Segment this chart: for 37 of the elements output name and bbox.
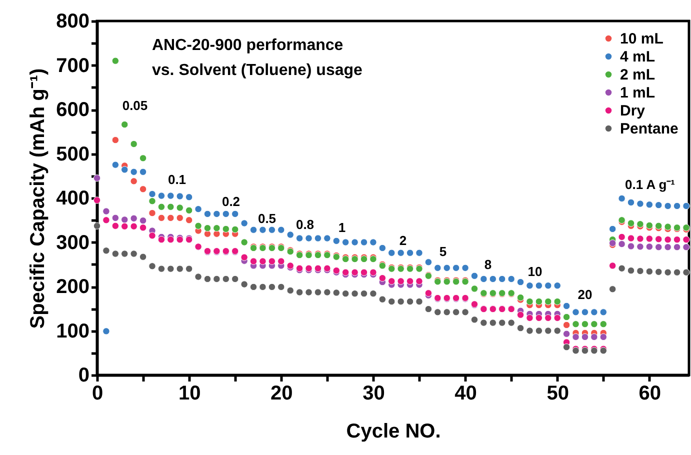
legend-label: 2 mL xyxy=(620,66,656,84)
annotation: 2 xyxy=(399,233,407,248)
annotation: 0.5 xyxy=(258,211,276,226)
annotation: 1 xyxy=(338,220,346,235)
annotation: 8 xyxy=(484,257,492,272)
annotation: 5 xyxy=(439,244,447,259)
annotation: 20 xyxy=(578,287,592,302)
x-tick-label: 30 xyxy=(362,382,385,404)
x-tick-label: 50 xyxy=(546,382,569,404)
annotation: 0.1 A g⁻¹ xyxy=(625,177,675,192)
y-tick-label: 100 xyxy=(56,320,90,342)
x-tick-label: 20 xyxy=(270,382,293,404)
x-tick-label: 10 xyxy=(178,382,201,404)
y-tick-label: 600 xyxy=(56,99,90,121)
x-axis-title: Cycle NO. xyxy=(346,420,441,442)
annotation: 0.8 xyxy=(296,217,314,232)
x-tick-label: 40 xyxy=(454,382,477,404)
annotation: 0.1 xyxy=(168,172,186,187)
y-tick-label: 300 xyxy=(56,232,90,254)
y-axis-title: Specific Capacity (mAh g⁻¹) xyxy=(27,68,50,329)
y-tick-label: 200 xyxy=(56,276,90,298)
text: ANC-20-900 performance vs. Solvent (Toluene) usage xyxy=(152,37,363,79)
y-tick-label: 700 xyxy=(56,54,90,77)
annotation: 0.05 xyxy=(122,98,148,113)
x-tick-label: 60 xyxy=(638,382,662,404)
annotation: 10 xyxy=(528,264,542,279)
y-tick-label: 800 xyxy=(56,10,90,32)
legend-label: 10 mL xyxy=(620,30,664,48)
x-tick-label: 0 xyxy=(92,382,104,404)
legend-label: Dry xyxy=(620,102,646,120)
y-tick-label: 0 xyxy=(78,364,90,386)
legend-label: 4 mL xyxy=(620,48,656,66)
legend-label: 1 mL xyxy=(620,84,656,102)
annotation: 0.2 xyxy=(222,194,240,209)
legend-label: Pentane xyxy=(620,120,678,138)
y-tick-label: 500 xyxy=(56,143,90,166)
y-tick-label: 400 xyxy=(56,188,90,210)
